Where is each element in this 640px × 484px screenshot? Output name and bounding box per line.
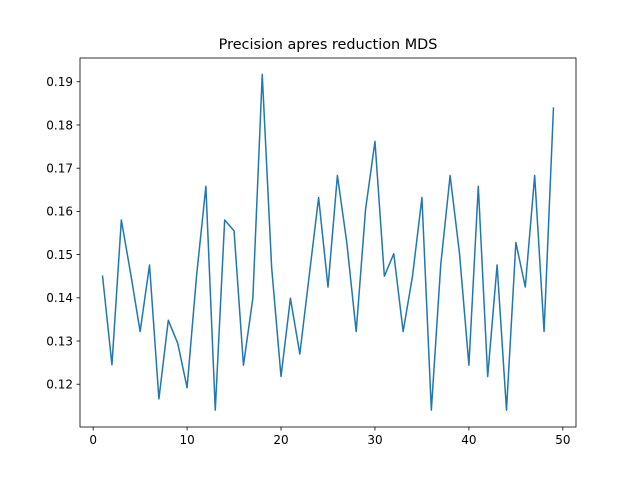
y-tick-label: 0.12 [46,378,73,392]
y-tick-label: 0.17 [46,161,73,175]
axes-frame [79,57,577,428]
y-tick-label: 0.18 [46,118,73,132]
x-tick-label: 40 [461,433,476,447]
x-tick-label: 0 [89,433,97,447]
y-tick-label: 0.19 [46,75,73,89]
plot-area: 0 10 20 30 40 50 0.12 0.13 0.14 0.15 0.16 0.17 0.18 0… [46,57,577,447]
x-tick-label: 30 [367,433,382,447]
y-tick-label: 0.14 [46,291,73,305]
x-tick-label: 20 [273,433,288,447]
y-tick-label: 0.16 [46,205,73,219]
x-tick-label: 10 [179,433,194,447]
x-tick-label: 50 [555,433,570,447]
chart-title: Precision apres reduction MDS [219,37,438,53]
y-tick-label: 0.13 [46,334,73,348]
y-tick-label: 0.15 [46,248,73,262]
series-line-1 [101,73,555,411]
